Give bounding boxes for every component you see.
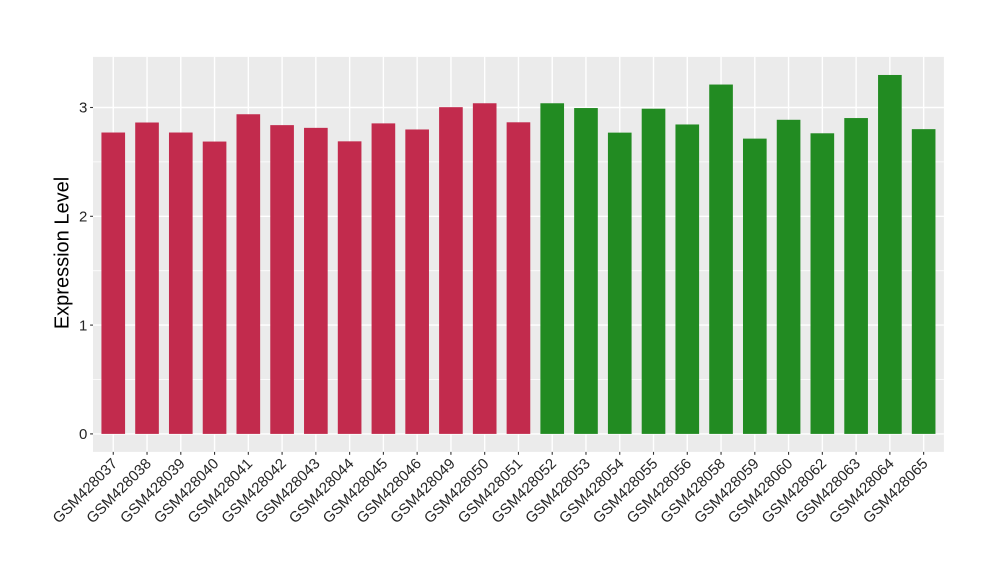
svg-text:3: 3	[79, 100, 87, 117]
svg-text:Expression Level: Expression Level	[52, 177, 74, 329]
svg-text:1: 1	[79, 317, 87, 334]
svg-text:2: 2	[79, 209, 87, 226]
svg-text:0: 0	[79, 426, 87, 443]
